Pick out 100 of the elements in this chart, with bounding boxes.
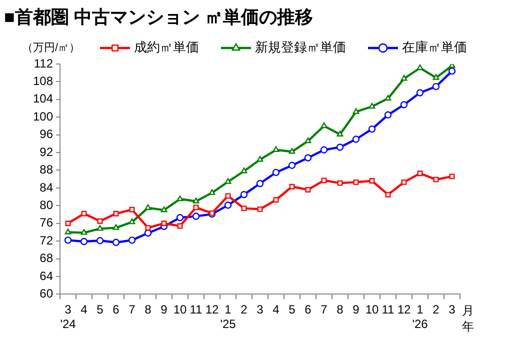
x-tick-label: 9 [352,302,360,317]
point [352,136,360,143]
point [416,89,424,96]
point [337,180,343,186]
x-tick-label: 7 [320,302,328,317]
point [352,108,360,114]
point [144,230,152,237]
point [128,218,136,224]
point [192,198,200,204]
point [144,204,152,210]
y-tick-label: 92 [40,144,54,159]
y-tick-label: 68 [40,251,54,266]
x-axis-title: 月年 [462,304,474,334]
x-tick-label: 11 [190,302,203,317]
y-tick-label: 96 [40,127,54,142]
point [368,125,376,133]
point [449,174,455,180]
y-tick-label: 80 [40,198,54,212]
x-tick-label: 6 [112,302,120,317]
point [176,214,184,222]
point [225,193,231,199]
legend-label: 成約㎡単価 [134,40,199,55]
x-tick-label: 6 [304,302,312,317]
point [145,225,151,231]
x-tick-label: 3 '24 [60,302,76,332]
x-tick-label: 10 [365,302,379,317]
x-tick-label: 9 [160,302,168,317]
legend-label: 在庫㎡単価 [402,40,467,55]
x-tick-label: 12 [205,302,219,317]
y-tick-label: 100 [32,109,54,124]
point [224,202,232,209]
point [97,218,103,224]
point [304,154,312,162]
y-axis-title: （万円/㎡） [22,42,80,54]
point [304,137,312,144]
x-tick-label: 8 [144,302,152,317]
point [305,187,311,192]
x-tick-label: 2 [432,302,440,317]
point [289,184,295,190]
point [256,156,264,162]
point [368,102,376,109]
point [208,189,216,195]
y-tick-label: 84 [40,180,54,194]
x-tick-label: 4 [80,302,88,317]
x-tick-label: 11 [382,302,395,317]
point [256,180,264,188]
point [336,130,344,136]
x-tick-label: 4 [272,302,280,317]
point [96,237,104,244]
point [384,94,392,101]
chart-title: ■首都圏 中古マンション ㎡単価の推移 [4,6,313,27]
point [64,236,72,244]
y-tick-label: 72 [40,233,54,248]
point [432,74,440,80]
point [65,220,71,226]
x-tick-label: 3 [256,302,264,317]
point [257,206,263,212]
point [385,192,391,198]
point [192,212,200,220]
point [353,179,359,185]
point [160,206,168,212]
point [80,229,88,235]
point [112,224,120,230]
y-tick-label: 64 [40,268,54,283]
point [272,146,280,152]
point [448,67,456,75]
point [241,206,247,212]
point [128,236,136,244]
point [161,220,167,226]
point [400,101,408,108]
y-tick-label: 104 [32,92,54,106]
point [273,197,279,203]
x-tick-label: 7 [128,302,136,317]
point [272,168,280,176]
point [432,82,440,90]
point [320,122,328,128]
point [113,210,119,216]
y-tick-label: 112 [34,56,54,70]
x-tick-label: 1 '25 [220,302,236,332]
y-tick-label: 108 [32,74,54,88]
point [416,64,424,70]
point [336,144,344,151]
y-tick-label: 88 [40,162,54,177]
x-tick-label: 10 [173,302,187,317]
y-tick-label: 76 [40,216,54,230]
point [224,178,232,184]
point [288,162,296,169]
point [400,75,408,81]
legend-label: 新規登録㎡単価 [255,40,346,55]
point [81,210,87,216]
point [369,178,375,184]
point [433,176,439,182]
point [193,204,199,210]
point [240,190,248,198]
x-tick-label: 8 [336,302,344,317]
y-tick-label: 60 [40,286,54,301]
point [80,238,88,246]
point [176,195,184,202]
point [321,178,327,184]
x-tick-label: 5 [288,302,296,317]
